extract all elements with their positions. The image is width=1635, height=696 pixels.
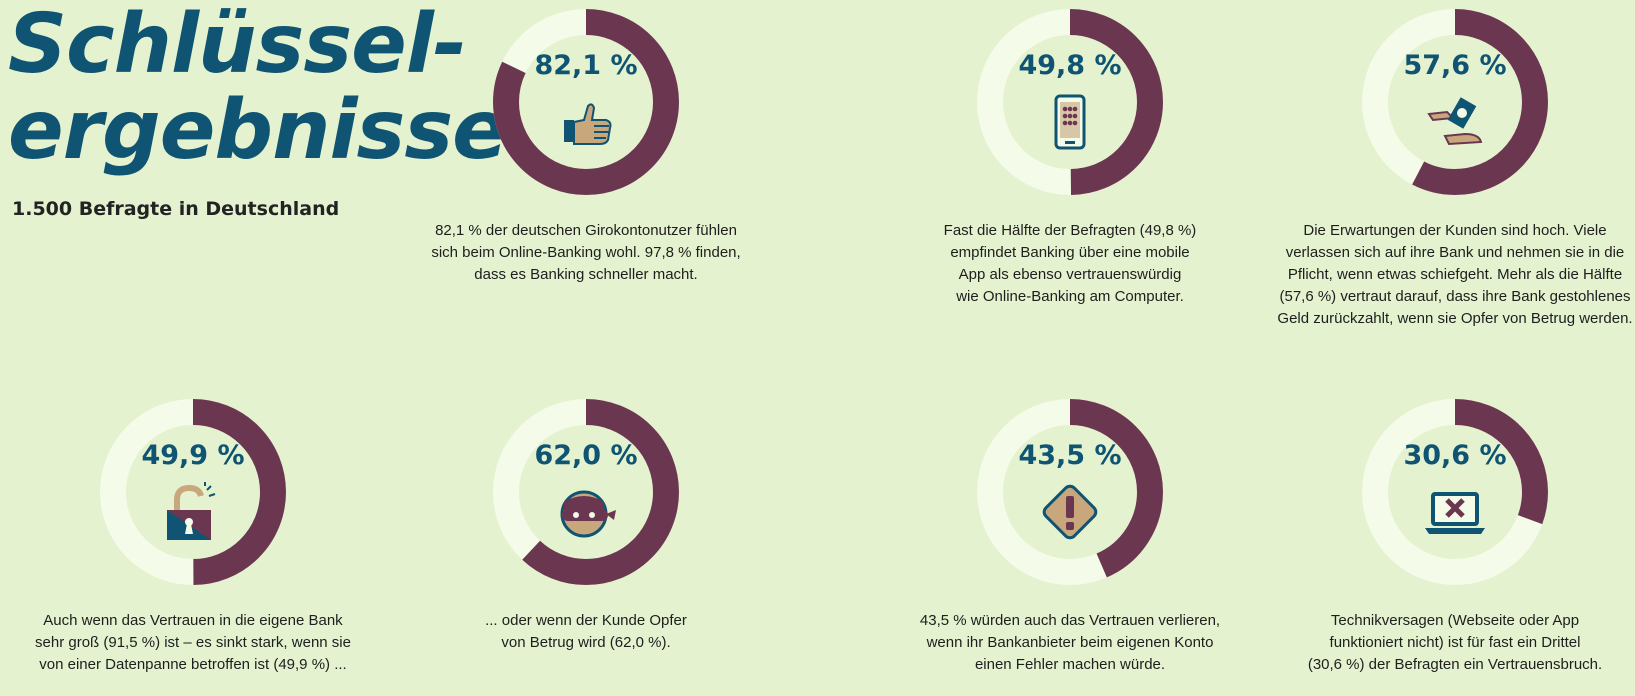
donut-svg: [977, 9, 1163, 195]
caption-line: von einer Datenpanne betroffen ist (49,9…: [39, 656, 347, 673]
donut-chart: 49,9 %: [93, 392, 293, 592]
donut-chart: 49,8 %: [970, 2, 1170, 202]
result-card: 30,6 % Technikversagen (Webseite oder App…: [1275, 392, 1635, 676]
percentage-label: 30,6 %: [1403, 440, 1507, 471]
page-title: Schlüssel- ergebnisse: [8, 0, 508, 178]
caption-line: Auch wenn das Vertrauen in die eigene Ba…: [43, 612, 343, 629]
caption-line: (30,6 %) der Befragten ein Vertrauensbru…: [1307, 656, 1603, 673]
donut-svg: [100, 399, 286, 585]
result-card: 62,0 % ... oder wenn der Kunde Opfer von B…: [406, 392, 766, 654]
result-caption: Fast die Hälfte der Befragten (49,8 %) em…: [890, 220, 1250, 308]
result-caption: Technikversagen (Webseite oder App funkti…: [1275, 610, 1635, 676]
caption-line: dass es Banking schneller macht.: [474, 266, 698, 283]
donut-chart: 43,5 %: [970, 392, 1170, 592]
caption-line: Geld zurückzahlt, wenn sie Opfer von Bet…: [1277, 310, 1633, 327]
donut-chart: 57,6 %: [1355, 2, 1555, 202]
donut-value-arc: [1362, 9, 1548, 195]
caption-line: von Betrug wird (62,0 %).: [501, 634, 671, 651]
caption-line: 43,5 % würden auch das Vertrauen verlier…: [919, 612, 1221, 629]
donut-svg: [493, 9, 679, 195]
result-card: 49,8 % Fast die Hälfte der Befragten (49,…: [890, 2, 1250, 308]
donut-chart: 82,1 %: [486, 2, 686, 202]
result-card: 82,1 % 82,1 % der deutschen Girokontonutz…: [406, 2, 766, 286]
donut-chart: 62,0 %: [486, 392, 686, 592]
caption-line: Technikversagen (Webseite oder App: [1330, 612, 1580, 629]
donut-chart: 30,6 %: [1355, 392, 1555, 592]
caption-line: empfindet Banking über eine mobile: [950, 244, 1190, 261]
caption-line: Fast die Hälfte der Befragten (49,8 %): [943, 222, 1197, 239]
caption-line: App als ebenso vertrauenswürdig: [958, 266, 1182, 283]
result-card: 49,9 % Auch wenn das Vertrauen in die eig…: [13, 392, 373, 676]
result-caption: 43,5 % würden auch das Vertrauen verlier…: [890, 610, 1250, 676]
money-hands-icon: [1427, 97, 1483, 146]
caption-line: 82,1 % der deutschen Girokontonutzer füh…: [435, 222, 737, 239]
donut-svg: [493, 399, 679, 585]
broken-lock-icon: [167, 482, 216, 540]
result-caption: ... oder wenn der Kunde Opfer von Betrug …: [406, 610, 766, 654]
laptop-error-icon: [1425, 492, 1485, 534]
donut-value-arc: [977, 399, 1163, 585]
caption-line: sehr groß (91,5 %) ist – es sinkt stark,…: [35, 634, 351, 651]
smartphone-icon: [1054, 94, 1086, 150]
caption-line: verlassen sich auf ihre Bank und nehmen …: [1285, 244, 1625, 261]
donut-svg: [1362, 399, 1548, 585]
caption-line: funktioniert nicht) ist für fast ein Dri…: [1329, 634, 1581, 651]
percentage-label: 82,1 %: [534, 50, 638, 81]
result-caption: Auch wenn das Vertrauen in die eigene Ba…: [13, 610, 373, 676]
warning-sign-icon: [1042, 484, 1098, 540]
title-line-2: ergebnisse: [8, 83, 508, 178]
percentage-label: 43,5 %: [1018, 440, 1122, 471]
donut-value-arc: [1362, 399, 1548, 585]
caption-line: Pflicht, wenn etwas schiefgeht. Mehr als…: [1287, 266, 1623, 283]
percentage-label: 57,6 %: [1403, 50, 1507, 81]
donut-value-arc: [493, 9, 679, 195]
percentage-label: 49,9 %: [141, 440, 245, 471]
donut-svg: [1362, 9, 1548, 195]
donut-value-arc: [493, 399, 679, 585]
donut-value-arc: [977, 9, 1163, 195]
result-card: 57,6 % Die Erwartungen der Kunden sind ho…: [1275, 2, 1635, 330]
caption-line: wenn ihr Bankanbieter beim eigenen Konto: [926, 634, 1214, 651]
donut-value-arc: [100, 399, 286, 585]
caption-line: einen Fehler machen würde.: [974, 656, 1166, 673]
caption-line: (57,6 %) vertraut darauf, dass ihre Bank…: [1279, 288, 1631, 305]
percentage-label: 49,8 %: [1018, 50, 1122, 81]
caption-line: ... oder wenn der Kunde Opfer: [485, 612, 687, 629]
percentage-label: 62,0 %: [534, 440, 638, 471]
result-caption: Die Erwartungen der Kunden sind hoch. Vi…: [1275, 220, 1635, 330]
donut-svg: [977, 399, 1163, 585]
caption-line: Die Erwartungen der Kunden sind hoch. Vi…: [1303, 222, 1607, 239]
caption-line: sich beim Online-Banking wohl. 97,8 % fi…: [431, 244, 741, 261]
caption-line: wie Online-Banking am Computer.: [956, 288, 1184, 305]
thumbs-up-icon: [564, 103, 612, 145]
result-caption: 82,1 % der deutschen Girokontonutzer füh…: [406, 220, 766, 286]
title-line-1: Schlüssel-: [8, 0, 467, 92]
result-card: 43,5 % 43,5 % würden auch das Vertrauen v…: [890, 392, 1250, 676]
masked-thief-icon: [560, 490, 616, 538]
page-subtitle: 1.500 Befragte in Deutschland: [12, 198, 340, 220]
